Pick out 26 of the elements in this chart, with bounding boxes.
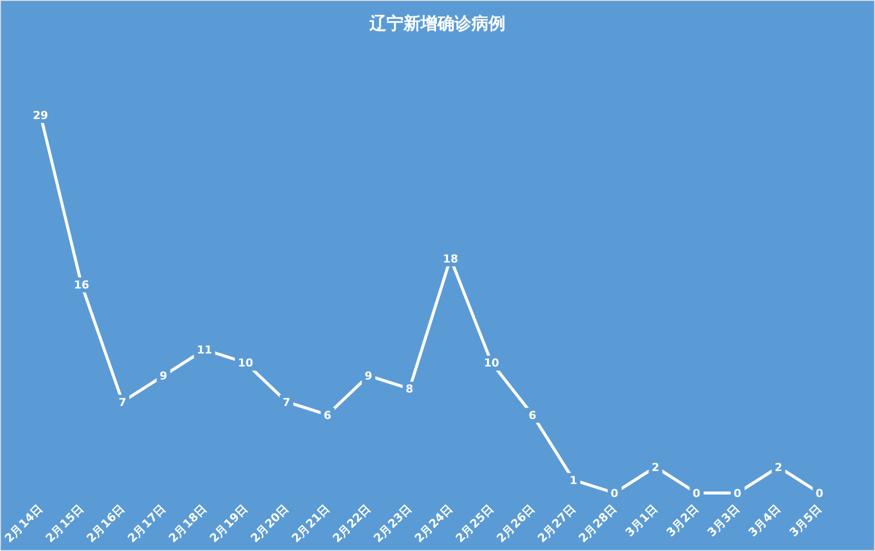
data-label: 6 xyxy=(324,408,332,422)
x-tick-label: 3月4日 xyxy=(745,501,784,540)
data-label: 16 xyxy=(74,278,90,292)
x-tick-label: 3月3日 xyxy=(704,501,743,540)
data-label: 1 xyxy=(570,474,578,487)
data-label: 7 xyxy=(118,396,126,409)
x-tick-label: 3月2日 xyxy=(663,501,702,540)
data-label: 2 xyxy=(652,460,660,474)
title: 辽宁新增确诊病例 xyxy=(370,14,506,34)
x-tick-label: 3月5日 xyxy=(786,501,825,540)
data-label: 7 xyxy=(282,396,290,409)
data-label: 6 xyxy=(528,408,537,422)
data-label: 0 xyxy=(734,487,742,500)
data-label: 0 xyxy=(692,487,701,500)
data-label: 10 xyxy=(484,356,500,370)
data-label: 0 xyxy=(610,487,619,500)
data-label: 29 xyxy=(32,109,48,122)
x-tick-label: 3月1日 xyxy=(622,501,661,540)
data-label: 18 xyxy=(442,252,458,266)
data-label: 0 xyxy=(816,487,824,500)
data-label: 9 xyxy=(160,370,168,383)
data-label: 8 xyxy=(406,382,414,396)
data-label: 2 xyxy=(774,460,782,474)
data-label: 11 xyxy=(196,344,212,357)
data-label: 10 xyxy=(238,356,254,370)
data-label: 9 xyxy=(364,370,372,383)
